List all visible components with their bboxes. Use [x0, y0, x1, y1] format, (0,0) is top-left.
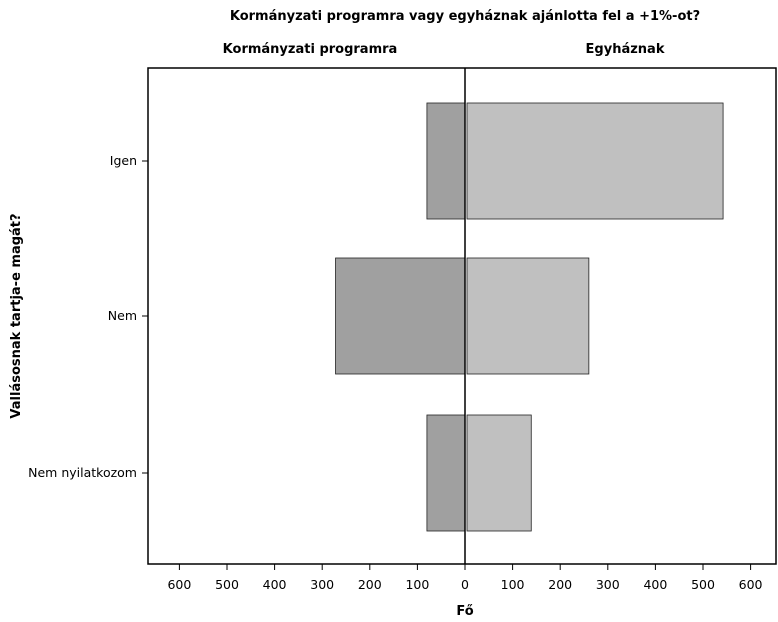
x-tick-label-right-2: 200 [548, 577, 572, 592]
x-tick-label-left-2: 200 [358, 577, 382, 592]
x-tick-label-left-4: 400 [263, 577, 287, 592]
x-tick-label-right-3: 300 [596, 577, 620, 592]
x-tick-label-left-3: 300 [310, 577, 334, 592]
bar-right-2 [466, 414, 532, 532]
bar-right-0 [466, 102, 724, 220]
plot-area: Igen Nem Nem nyilatkozom 0 100 100 200 200 300 30… [28, 67, 777, 592]
x-axis-title: Fő [456, 604, 473, 619]
x-tick-label-right-0: 0 [461, 577, 469, 592]
bar-left-0 [426, 102, 466, 220]
bar-left-2 [426, 414, 466, 532]
y-axis-title: Vallásosnak tartja-e magát? [9, 213, 24, 418]
bar-left-1 [335, 257, 466, 375]
panel-label-left: Kormányzati programra [223, 42, 398, 57]
y-tick-label-0: Igen [110, 153, 137, 168]
x-tick-label-right-6: 600 [739, 577, 763, 592]
x-tick-label-right-1: 100 [501, 577, 525, 592]
x-tick-label-left-6: 600 [167, 577, 191, 592]
panel-label-right: Egyháznak [586, 42, 665, 57]
y-tick-label-2: Nem nyilatkozom [28, 465, 137, 480]
x-tick-label-left-1: 100 [405, 577, 429, 592]
x-tick-label-right-4: 400 [643, 577, 667, 592]
chart-title: Kormányzati programra vagy egyháznak ajá… [230, 9, 700, 24]
x-tick-label-right-5: 500 [691, 577, 715, 592]
y-tick-label-1: Nem [108, 308, 137, 323]
bar-right-1 [466, 257, 590, 375]
x-tick-label-left-5: 500 [215, 577, 239, 592]
